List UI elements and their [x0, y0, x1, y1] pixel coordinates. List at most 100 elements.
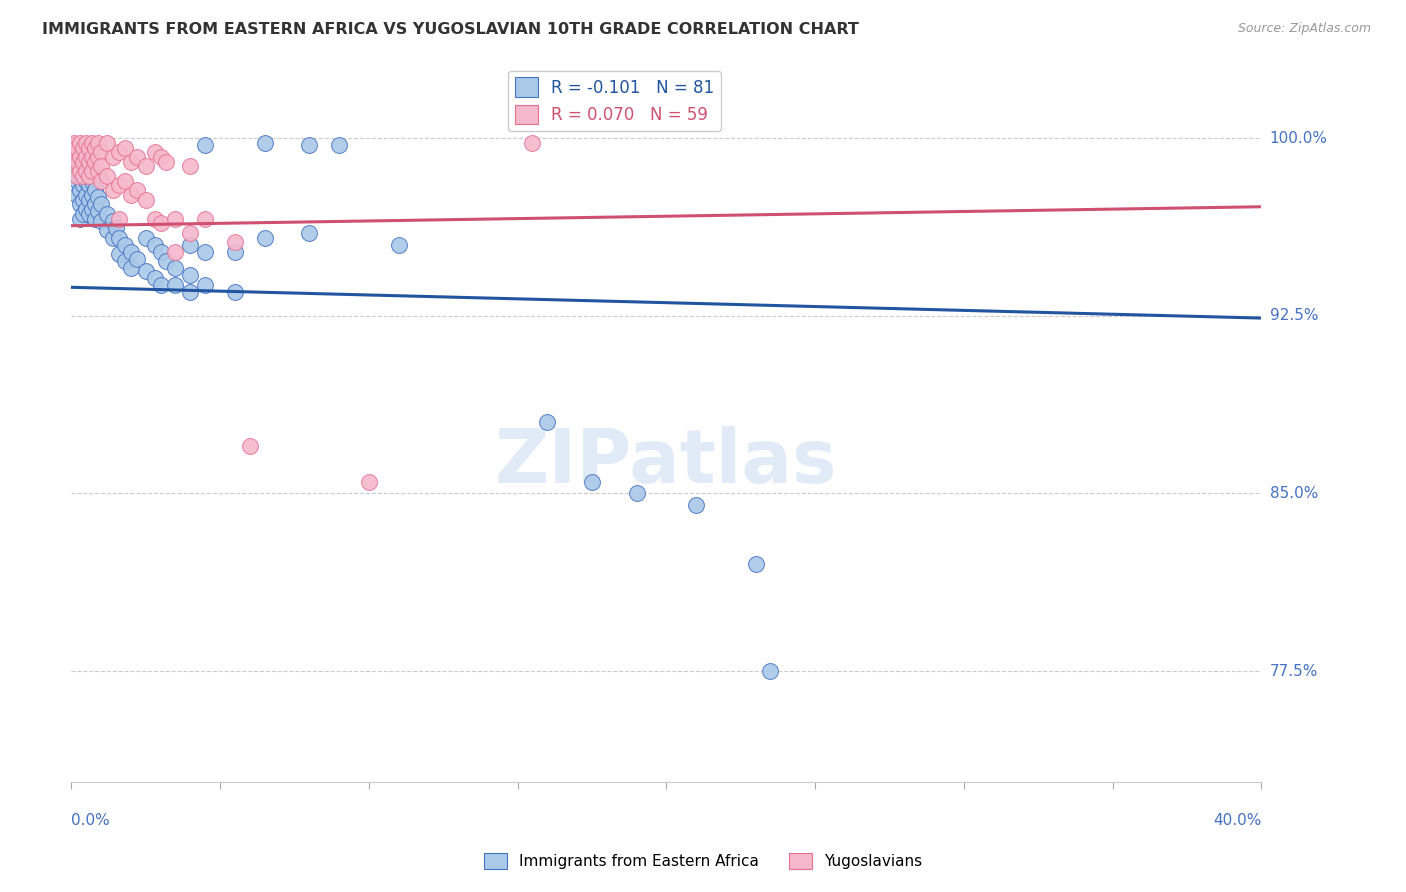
Point	[626, 486, 648, 500]
Point	[135, 263, 157, 277]
Point	[194, 244, 217, 259]
Point	[63, 153, 86, 167]
Point	[120, 154, 142, 169]
Point	[149, 244, 172, 259]
Point	[194, 138, 217, 153]
Point	[87, 190, 110, 204]
Point	[90, 145, 112, 160]
Text: 85.0%: 85.0%	[1270, 486, 1317, 501]
Point	[90, 214, 112, 228]
Point	[96, 136, 118, 150]
Point	[179, 237, 201, 252]
Text: Source: ZipAtlas.com: Source: ZipAtlas.com	[1237, 22, 1371, 36]
Point	[224, 285, 246, 299]
Point	[194, 277, 217, 292]
Text: 40.0%: 40.0%	[1213, 813, 1261, 828]
Text: 77.5%: 77.5%	[1270, 664, 1317, 679]
Point	[66, 160, 89, 174]
Point	[84, 211, 107, 226]
Point	[179, 268, 201, 283]
Point	[69, 164, 91, 178]
Point	[224, 235, 246, 250]
Point	[80, 164, 103, 178]
Point	[120, 244, 142, 259]
Point	[63, 136, 86, 150]
Point	[536, 415, 558, 429]
Point	[357, 475, 380, 489]
Point	[165, 277, 187, 292]
Point	[194, 211, 217, 226]
Legend: R = -0.101   N = 81, R = 0.070   N = 59: R = -0.101 N = 81, R = 0.070 N = 59	[508, 70, 721, 131]
Point	[101, 183, 124, 197]
Point	[75, 136, 97, 150]
Point	[96, 207, 118, 221]
Point	[69, 150, 91, 164]
Point	[75, 160, 97, 174]
Point	[75, 188, 97, 202]
Point	[685, 498, 707, 512]
Point	[69, 169, 91, 183]
Point	[108, 178, 131, 193]
Point	[149, 216, 172, 230]
Point	[69, 197, 91, 211]
Point	[108, 211, 131, 226]
Point	[87, 204, 110, 219]
Point	[108, 247, 131, 261]
Point	[72, 178, 94, 193]
Point	[96, 223, 118, 237]
Point	[75, 202, 97, 216]
Point	[90, 174, 112, 188]
Point	[125, 252, 148, 266]
Point	[149, 277, 172, 292]
Point	[63, 150, 86, 164]
Point	[253, 136, 276, 150]
Text: 0.0%: 0.0%	[72, 813, 110, 828]
Point	[72, 150, 94, 164]
Point	[84, 140, 107, 154]
Point	[84, 154, 107, 169]
Point	[75, 174, 97, 188]
Point	[84, 197, 107, 211]
Point	[101, 230, 124, 244]
Point	[125, 183, 148, 197]
Point	[101, 150, 124, 164]
Point	[155, 154, 177, 169]
Point	[179, 160, 201, 174]
Point	[77, 193, 100, 207]
Point	[80, 202, 103, 216]
Point	[72, 207, 94, 221]
Point	[179, 226, 201, 240]
Point	[80, 150, 103, 164]
Point	[253, 230, 276, 244]
Point	[77, 164, 100, 178]
Point	[72, 193, 94, 207]
Point	[155, 254, 177, 268]
Point	[135, 160, 157, 174]
Point	[125, 150, 148, 164]
Point	[744, 558, 766, 572]
Point	[90, 197, 112, 211]
Point	[80, 188, 103, 202]
Point	[135, 193, 157, 207]
Point	[239, 439, 262, 453]
Point	[75, 150, 97, 164]
Point	[69, 140, 91, 154]
Point	[114, 237, 136, 252]
Point	[149, 150, 172, 164]
Text: 92.5%: 92.5%	[1270, 309, 1319, 323]
Point	[66, 174, 89, 188]
Point	[108, 230, 131, 244]
Point	[80, 136, 103, 150]
Point	[108, 145, 131, 160]
Point	[120, 188, 142, 202]
Point	[581, 475, 603, 489]
Point	[165, 261, 187, 276]
Point	[84, 183, 107, 197]
Point	[87, 164, 110, 178]
Point	[298, 138, 321, 153]
Point	[80, 174, 103, 188]
Point	[135, 230, 157, 244]
Point	[328, 138, 350, 153]
Point	[387, 237, 409, 252]
Point	[522, 136, 544, 150]
